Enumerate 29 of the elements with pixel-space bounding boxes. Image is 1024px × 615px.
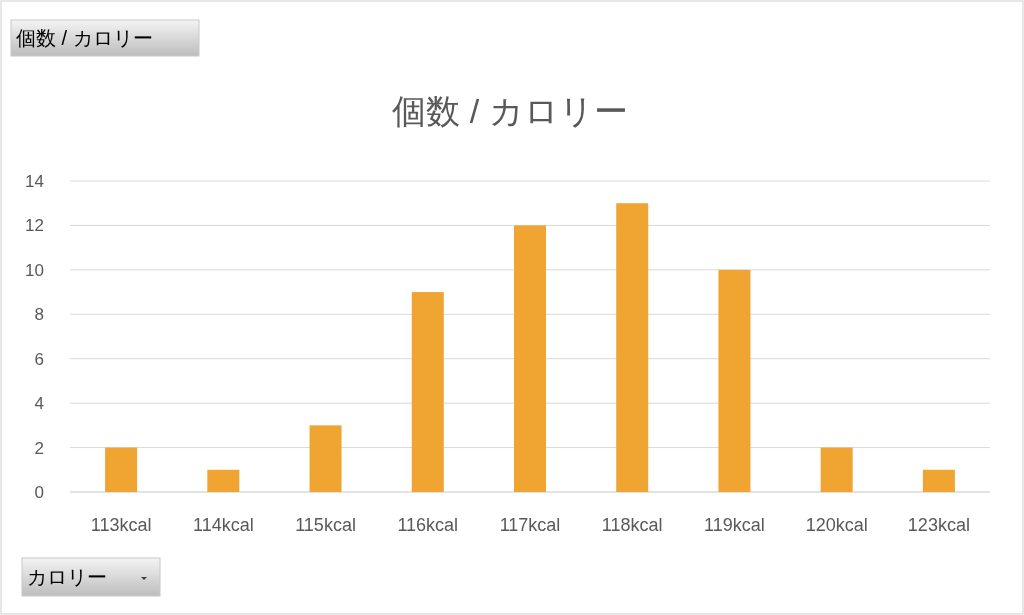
bar <box>718 269 751 492</box>
x-tick-label: 120kcal <box>805 515 868 535</box>
y-tick-label: 8 <box>34 305 44 325</box>
y-tick-label: 14 <box>25 172 44 191</box>
x-tick-label: 114kcal <box>192 515 254 535</box>
bar <box>616 203 649 492</box>
x-tick-label: 116kcal <box>397 515 459 535</box>
y-tick-label: 2 <box>34 438 44 458</box>
bar <box>105 447 138 492</box>
chart-title: 個数 / カロリー <box>392 92 628 130</box>
y-tick-label: 6 <box>34 349 44 369</box>
text: カロリー <box>27 566 107 588</box>
text: 個数 / カロリー <box>16 27 153 49</box>
bar <box>922 469 955 492</box>
y-tick-label: 12 <box>25 216 44 236</box>
x-tick-label: 118kcal <box>601 515 663 535</box>
x-tick-label: 117kcal <box>499 515 561 535</box>
x-tick-label: 123kcal <box>907 515 970 535</box>
bar <box>411 292 444 492</box>
y-tick-label: 4 <box>34 394 44 414</box>
x-tick-label: 119kcal <box>704 515 765 535</box>
bar <box>309 425 342 492</box>
bar <box>207 469 240 492</box>
y-tick-label: 10 <box>25 260 44 280</box>
y-tick-label: 0 <box>34 483 44 502</box>
bar <box>820 447 853 492</box>
x-tick-label: 113kcal <box>90 515 152 535</box>
bar <box>514 225 546 492</box>
x-tick-label: 115kcal <box>295 515 356 535</box>
